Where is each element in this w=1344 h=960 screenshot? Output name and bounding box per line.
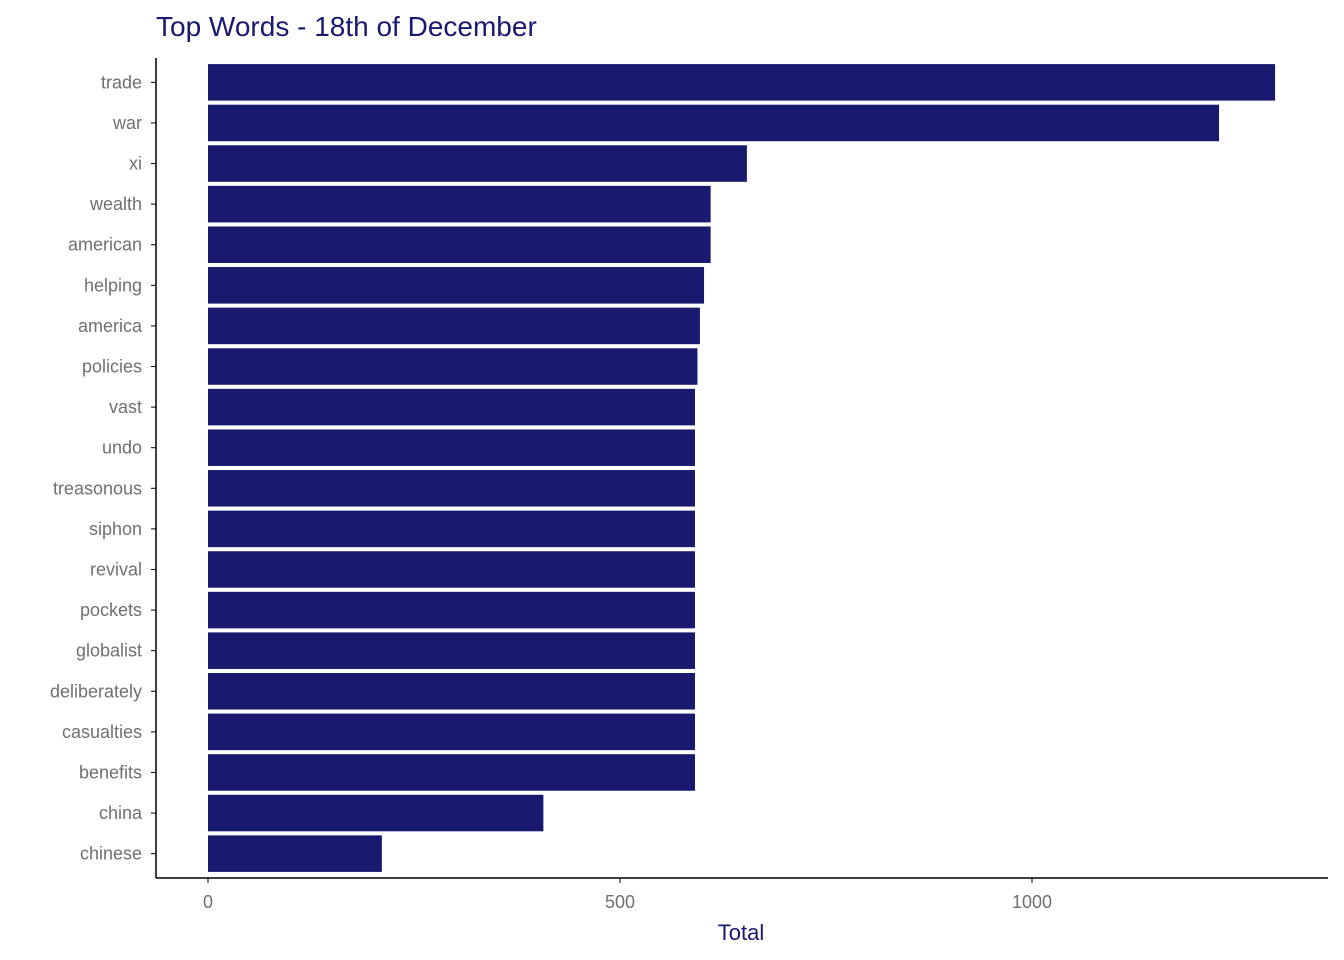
x-axis: 0 500 1000 — [156, 877, 1328, 912]
y-tick-label: china — [99, 803, 143, 823]
bar-china — [208, 794, 544, 832]
y-tick-label: xi — [129, 154, 142, 174]
y-tick-label: casualties — [62, 722, 142, 742]
bar-deliberately — [208, 673, 695, 710]
y-tick-label: trade — [101, 72, 142, 92]
bars-layer — [208, 64, 1276, 872]
bar-war — [208, 104, 1220, 142]
bar-policies — [208, 348, 698, 385]
y-tick-label: chinese — [80, 844, 142, 864]
bar-america — [208, 307, 700, 345]
y-tick-label: helping — [84, 275, 142, 295]
y-tick-label: benefits — [79, 762, 142, 782]
y-tick-label: globalist — [76, 641, 142, 661]
bar-pockets — [208, 591, 695, 629]
bar-chinese — [208, 835, 382, 872]
y-tick-label: revival — [90, 559, 142, 579]
x-tick-label: 500 — [605, 892, 635, 912]
y-tick-label: american — [68, 235, 142, 255]
bar-undo — [208, 429, 695, 466]
bar-siphon — [208, 510, 695, 548]
chart-title: Top Words - 18th of December — [156, 11, 537, 42]
y-tick-label: siphon — [89, 519, 142, 539]
bar-treasonous — [208, 470, 695, 507]
bar-helping — [208, 267, 705, 304]
y-tick-label: war — [112, 113, 142, 133]
y-tick-label: deliberately — [50, 681, 142, 701]
y-tick-label: america — [78, 316, 143, 336]
y-axis: trade war xi wealth american helping america po… — [50, 58, 157, 878]
y-tick-label: vast — [109, 397, 142, 417]
x-tick-label: 1000 — [1012, 892, 1052, 912]
bar-trade — [208, 64, 1276, 101]
x-axis-title: Total — [718, 920, 764, 945]
bar-american — [208, 226, 711, 263]
y-tick-label: treasonous — [53, 478, 142, 498]
bar-benefits — [208, 754, 695, 791]
x-tick-label: 0 — [203, 892, 213, 912]
y-tick-label: pockets — [80, 600, 142, 620]
bar-globalist — [208, 632, 695, 669]
bar-xi — [208, 145, 747, 182]
bar-vast — [208, 388, 695, 426]
y-tick-label: policies — [82, 357, 142, 377]
y-tick-label: undo — [102, 438, 142, 458]
bar-wealth — [208, 185, 711, 223]
y-tick-label: wealth — [89, 194, 142, 214]
bar-casualties — [208, 713, 695, 751]
bar-revival — [208, 551, 695, 588]
